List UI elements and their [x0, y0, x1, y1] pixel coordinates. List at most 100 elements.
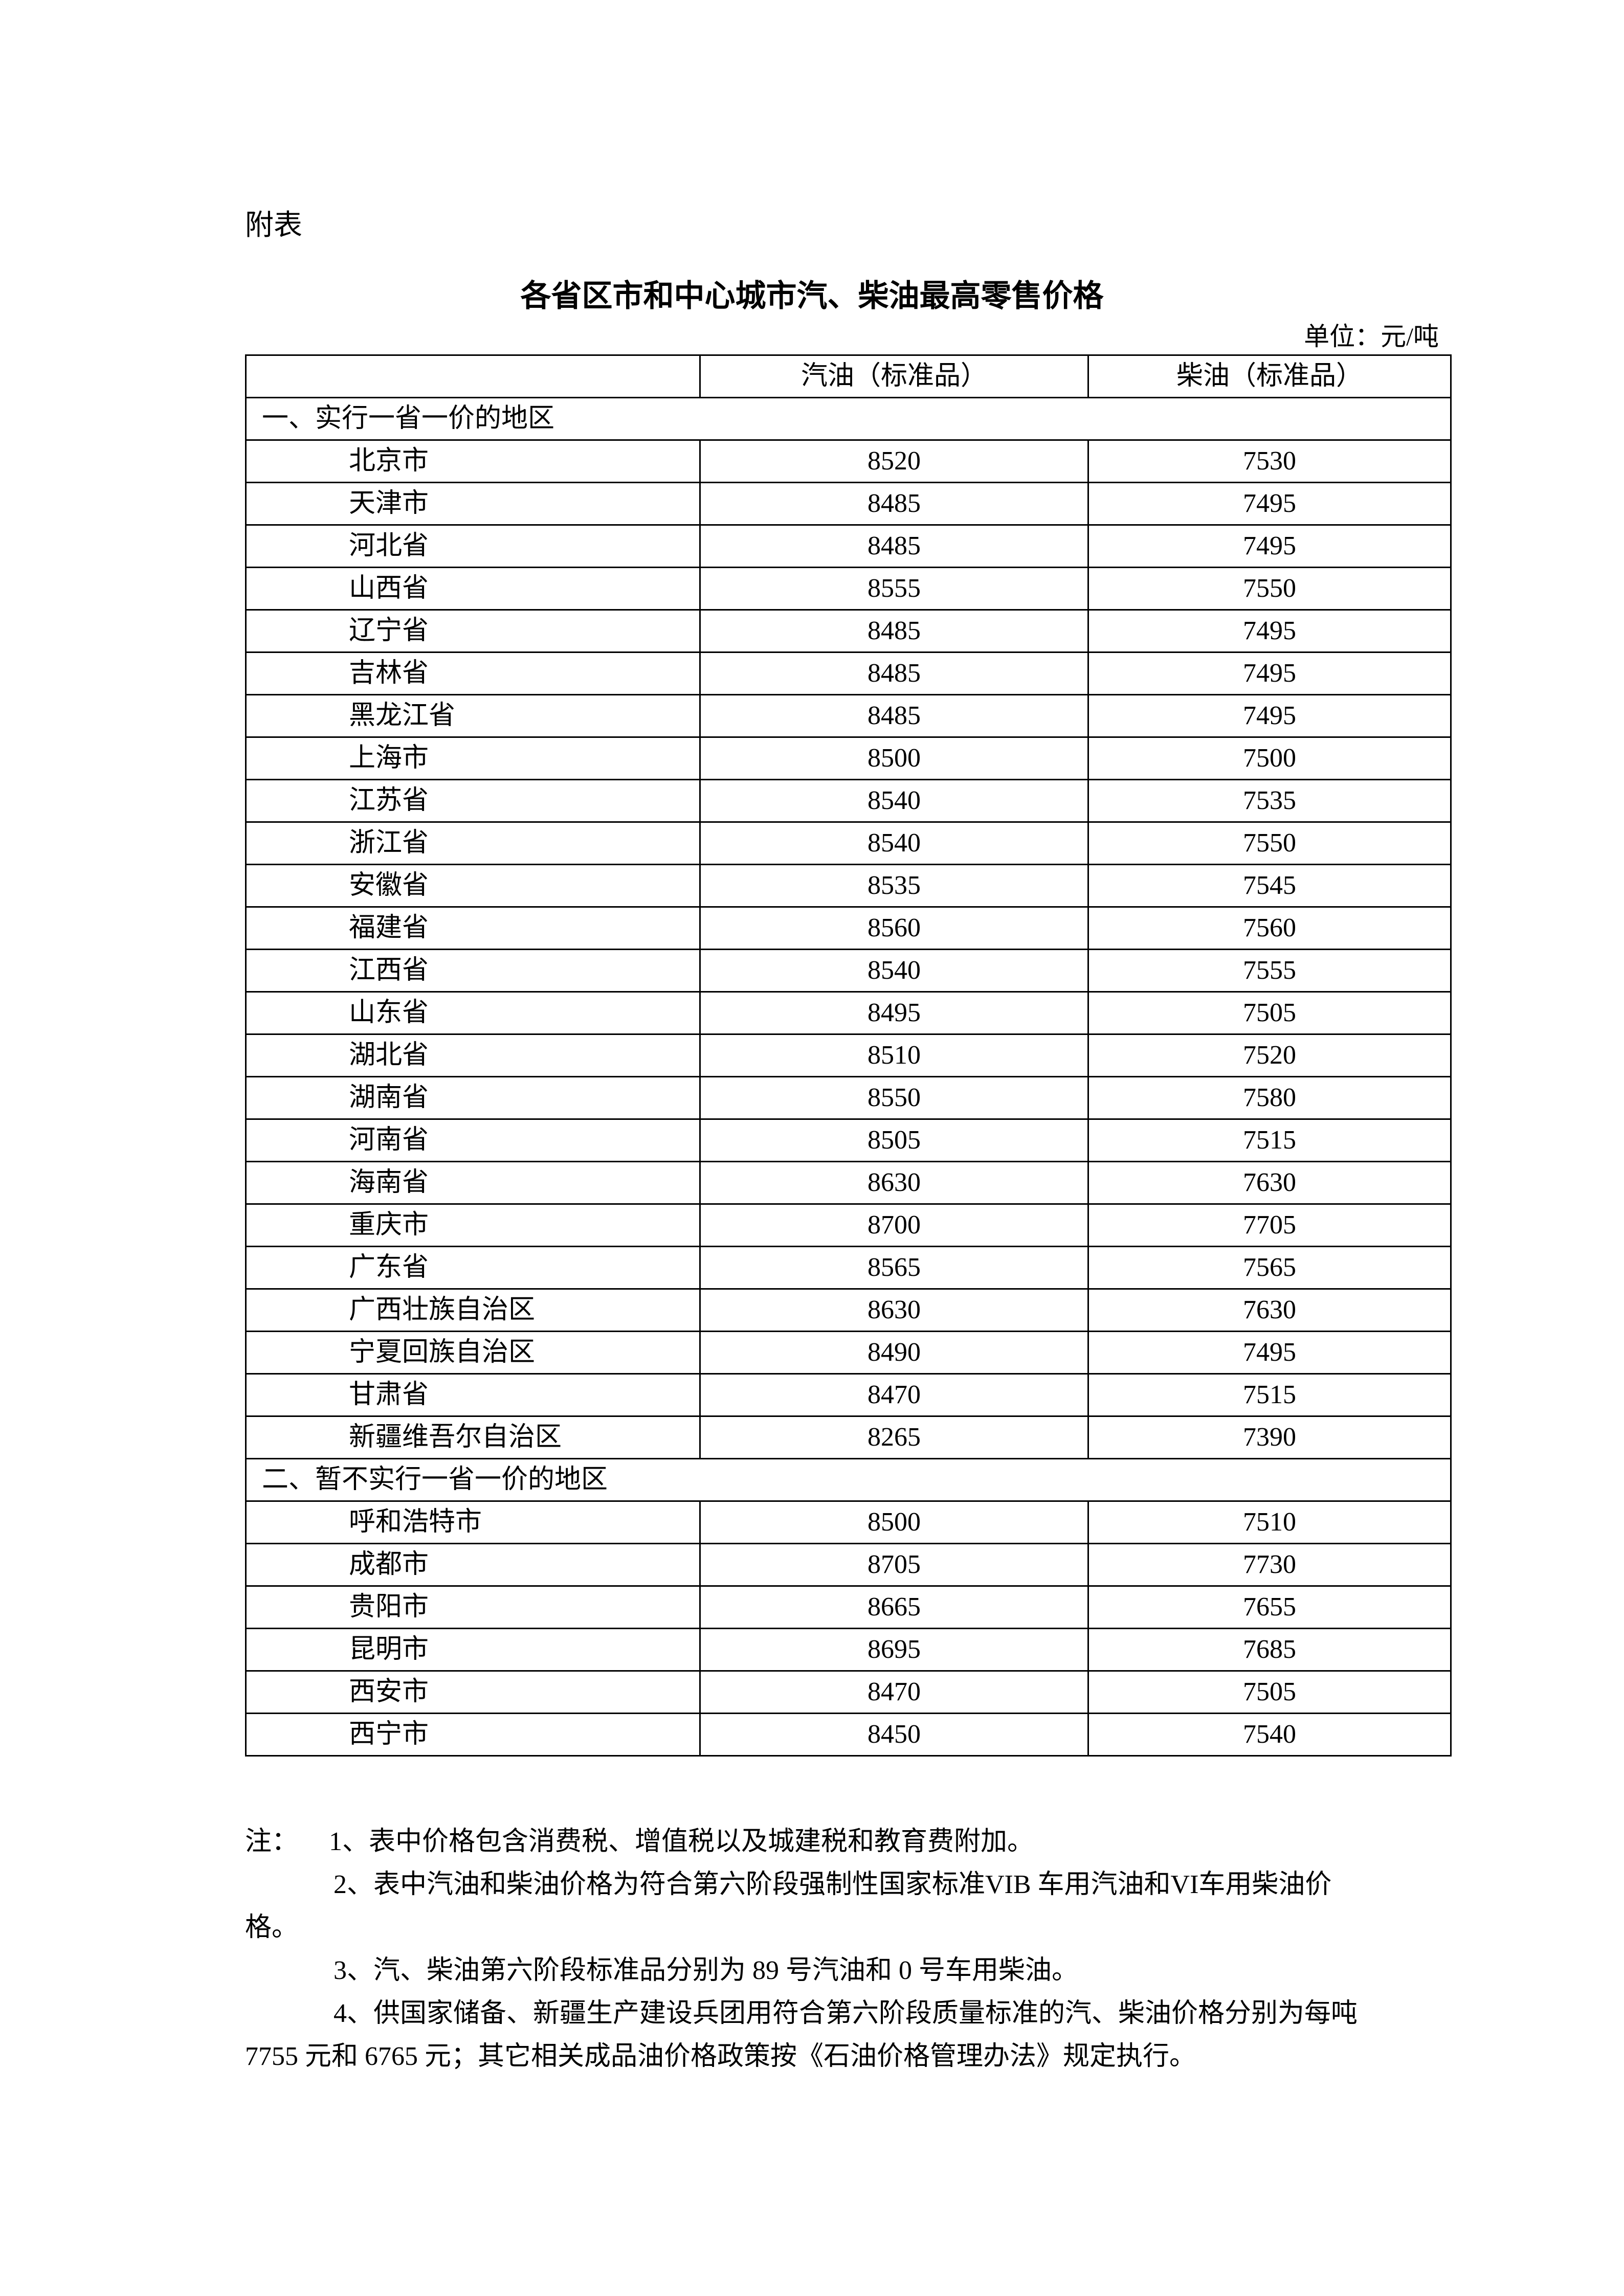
header-region: [245, 354, 701, 398]
region-cell: 西安市: [245, 1670, 701, 1714]
region-cell: 重庆市: [245, 1203, 701, 1247]
region-cell: 贵阳市: [245, 1585, 701, 1629]
diesel-price-cell: 7495: [1087, 609, 1452, 653]
gasoline-price-cell: 8450: [699, 1713, 1089, 1757]
diesel-price-cell: 7555: [1087, 949, 1452, 993]
document-title: 各省区市和中心城市汽、柴油最高零售价格: [520, 279, 1104, 313]
region-cell: 河北省: [245, 524, 701, 568]
diesel-price-cell: 7655: [1087, 1585, 1452, 1629]
region-cell: 上海市: [245, 736, 701, 780]
gasoline-price-cell: 8535: [699, 864, 1089, 908]
region-cell: 山东省: [245, 991, 701, 1035]
diesel-price-cell: 7520: [1087, 1033, 1452, 1077]
region-cell: 广东省: [245, 1246, 701, 1290]
diesel-price-cell: 7505: [1087, 1670, 1452, 1714]
table-row: 呼和浩特市 8500 7510: [245, 1500, 1452, 1544]
note-1-text: 1、表中价格包含消费税、增值税以及城建税和教育费附加。: [329, 1827, 1034, 1856]
gasoline-price-cell: 8560: [699, 906, 1089, 950]
region-cell: 浙江省: [245, 821, 701, 865]
gasoline-price-cell: 8700: [699, 1203, 1089, 1247]
table-row: 山东省 8495 7505: [245, 991, 1452, 1035]
notes: 注： 1、表中价格包含消费税、增值税以及城建税和教育费附加。 2、表中汽油和柴油价…: [245, 1820, 1452, 2078]
section-label: 二、暂不实行一省一价的地区: [245, 1458, 1452, 1502]
note-2-line-1: 2、表中汽油和柴油价格为符合第六阶段强制性国家标准VIB 车用汽油和VI车用柴油…: [333, 1870, 1332, 1899]
gasoline-price-cell: 8485: [699, 609, 1089, 653]
appendix-label: 附表: [245, 210, 302, 241]
table-row: 海南省 8630 7630: [245, 1161, 1452, 1205]
region-cell: 西宁市: [245, 1713, 701, 1757]
gasoline-price-cell: 8505: [699, 1118, 1089, 1162]
table-row: 河南省 8505 7515: [245, 1118, 1452, 1162]
gasoline-price-cell: 8540: [699, 779, 1089, 823]
gasoline-price-cell: 8540: [699, 949, 1089, 993]
diesel-price-cell: 7565: [1087, 1246, 1452, 1290]
diesel-price-cell: 7495: [1087, 524, 1452, 568]
gasoline-price-cell: 8470: [699, 1373, 1089, 1417]
diesel-price-cell: 7550: [1087, 567, 1452, 611]
unit-label: 单位：元/吨: [1304, 322, 1439, 351]
note-1: 注： 1、表中价格包含消费税、增值税以及城建税和教育费附加。: [245, 1820, 1452, 1863]
gasoline-price-cell: 8490: [699, 1331, 1089, 1375]
table-row: 成都市 8705 7730: [245, 1543, 1452, 1587]
header-gasoline: 汽油（标准品）: [699, 354, 1089, 398]
gasoline-price-cell: 8500: [699, 1500, 1089, 1544]
region-cell: 吉林省: [245, 651, 701, 695]
table-row: 辽宁省 8485 7495: [245, 609, 1452, 653]
header-diesel: 柴油（标准品）: [1087, 354, 1452, 398]
diesel-price-cell: 7630: [1087, 1288, 1452, 1332]
section-row: 一、实行一省一价的地区: [245, 397, 1452, 441]
table-row: 江西省 8540 7555: [245, 949, 1452, 993]
diesel-price-cell: 7495: [1087, 482, 1452, 526]
gasoline-price-cell: 8705: [699, 1543, 1089, 1587]
diesel-price-cell: 7515: [1087, 1118, 1452, 1162]
diesel-price-cell: 7540: [1087, 1713, 1452, 1757]
region-cell: 海南省: [245, 1161, 701, 1205]
gasoline-price-cell: 8540: [699, 821, 1089, 865]
table-row: 福建省 8560 7560: [245, 906, 1452, 950]
region-cell: 辽宁省: [245, 609, 701, 653]
region-cell: 广西壮族自治区: [245, 1288, 701, 1332]
table-row: 甘肃省 8470 7515: [245, 1373, 1452, 1417]
table-row: 天津市 8485 7495: [245, 482, 1452, 526]
table-row: 河北省 8485 7495: [245, 524, 1452, 568]
region-cell: 天津市: [245, 482, 701, 526]
note-prefix: 注：: [245, 1827, 299, 1856]
region-cell: 新疆维吾尔自治区: [245, 1415, 701, 1459]
region-cell: 昆明市: [245, 1628, 701, 1672]
gasoline-price-cell: 8265: [699, 1415, 1089, 1459]
region-cell: 江西省: [245, 949, 701, 993]
region-cell: 呼和浩特市: [245, 1500, 701, 1544]
diesel-price-cell: 7515: [1087, 1373, 1452, 1417]
table-row: 湖南省 8550 7580: [245, 1076, 1452, 1120]
gasoline-price-cell: 8550: [699, 1076, 1089, 1120]
gasoline-price-cell: 8695: [699, 1628, 1089, 1672]
diesel-price-cell: 7580: [1087, 1076, 1452, 1120]
table-row: 黑龙江省 8485 7495: [245, 694, 1452, 738]
gasoline-price-cell: 8520: [699, 439, 1089, 483]
gasoline-price-cell: 8485: [699, 524, 1089, 568]
table-row: 北京市 8520 7530: [245, 439, 1452, 483]
region-cell: 湖南省: [245, 1076, 701, 1120]
gasoline-price-cell: 8555: [699, 567, 1089, 611]
table-row: 吉林省 8485 7495: [245, 651, 1452, 695]
table-row: 江苏省 8540 7535: [245, 779, 1452, 823]
table-row: 西安市 8470 7505: [245, 1670, 1452, 1714]
note-2-line-2: 格。: [245, 1913, 299, 1942]
diesel-price-cell: 7685: [1087, 1628, 1452, 1672]
table-row: 广东省 8565 7565: [245, 1246, 1452, 1290]
region-cell: 北京市: [245, 439, 701, 483]
diesel-price-cell: 7560: [1087, 906, 1452, 950]
gasoline-price-cell: 8500: [699, 736, 1089, 780]
table-row: 浙江省 8540 7550: [245, 821, 1452, 865]
gasoline-price-cell: 8485: [699, 651, 1089, 695]
table-row: 宁夏回族自治区 8490 7495: [245, 1331, 1452, 1375]
region-cell: 湖北省: [245, 1033, 701, 1077]
table-header-row: 汽油（标准品） 柴油（标准品）: [245, 354, 1452, 398]
diesel-price-cell: 7495: [1087, 651, 1452, 695]
region-cell: 宁夏回族自治区: [245, 1331, 701, 1375]
diesel-price-cell: 7530: [1087, 439, 1452, 483]
region-cell: 河南省: [245, 1118, 701, 1162]
gasoline-price-cell: 8485: [699, 482, 1089, 526]
region-cell: 黑龙江省: [245, 694, 701, 738]
table-row: 新疆维吾尔自治区 8265 7390: [245, 1415, 1452, 1459]
